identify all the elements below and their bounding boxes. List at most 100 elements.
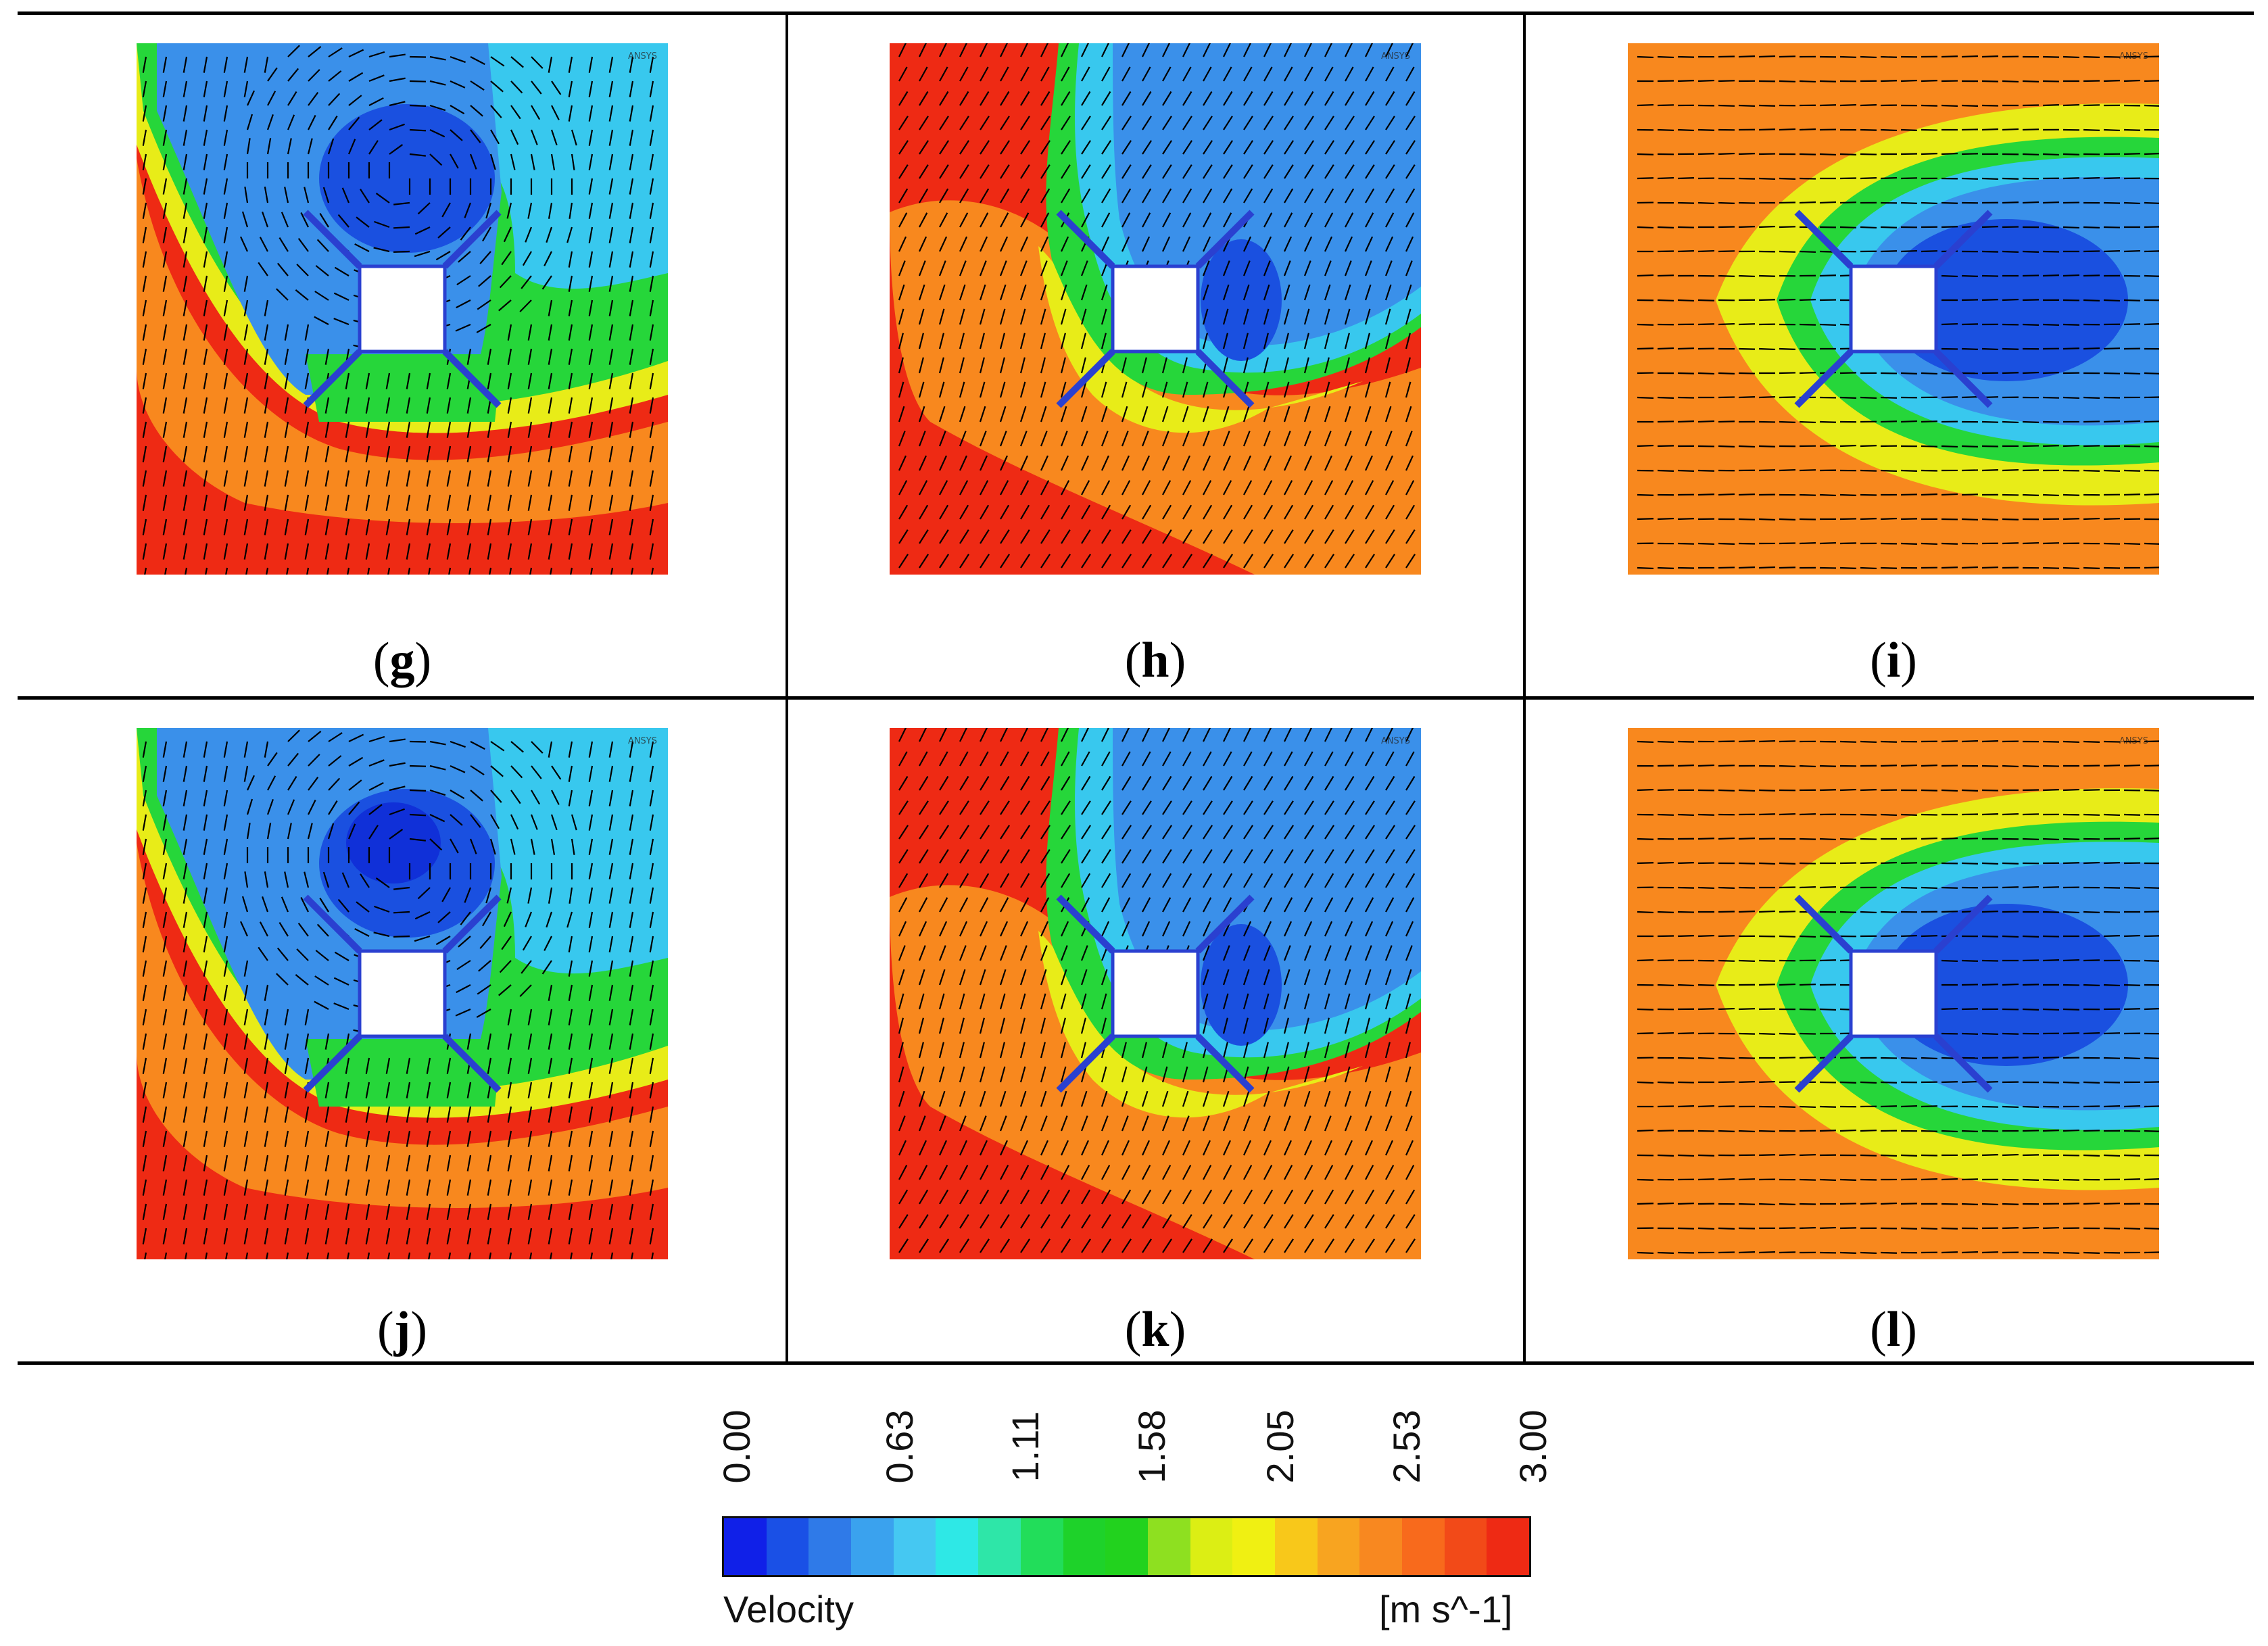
velocity-arrow — [203, 105, 208, 122]
velocity-arrow — [1405, 333, 1411, 349]
velocity-arrow — [1081, 751, 1090, 767]
velocity-arrow — [1981, 445, 1999, 447]
velocity-arrow — [264, 187, 269, 203]
velocity-arrow — [1040, 260, 1048, 276]
velocity-arrow — [1040, 284, 1047, 301]
velocity-arrow — [918, 1140, 927, 1156]
velocity-arrow — [1040, 406, 1047, 422]
velocity-arrow — [1839, 838, 1857, 841]
velocity-arrow — [898, 308, 904, 325]
colorbar-swatch — [851, 1518, 894, 1575]
velocity-arrow — [2083, 299, 2100, 301]
velocity-contour-plot — [1628, 43, 2159, 575]
velocity-arrow — [898, 1189, 909, 1205]
velocity-vectors — [142, 45, 654, 575]
velocity-arrow — [499, 275, 512, 289]
velocity-arrow — [938, 431, 946, 447]
ansys-watermark: ANSYS — [1380, 736, 1410, 746]
velocity-arrow — [1900, 1178, 1918, 1181]
velocity-arrow — [1081, 873, 1091, 888]
velocity-arrow — [1961, 740, 1979, 743]
velocity-panel-i: ANSYS — [1628, 43, 2159, 575]
velocity-arrow — [1284, 140, 1294, 155]
velocity-arrow — [469, 153, 477, 170]
velocity-arrow — [183, 518, 188, 535]
velocity-arrow — [979, 1017, 985, 1034]
velocity-arrow — [1263, 284, 1270, 301]
velocity-arrow — [304, 187, 310, 203]
diffuser-wall — [1933, 210, 1993, 269]
velocity-arrow — [373, 247, 390, 253]
velocity-arrow — [568, 80, 573, 97]
colorbar-swatch — [766, 1518, 809, 1575]
velocity-arrow — [1161, 406, 1169, 422]
velocity-arrow — [568, 56, 573, 73]
velocity-arrow — [437, 226, 451, 239]
velocity-arrow — [1839, 444, 1857, 447]
velocity-arrow — [203, 790, 208, 806]
velocity-arrow — [2083, 80, 2100, 82]
velocity-arrow — [183, 445, 188, 462]
velocity-arrow — [1697, 984, 1715, 986]
velocity-arrow — [608, 863, 614, 879]
velocity-arrow — [1223, 775, 1233, 791]
velocity-arrow — [203, 741, 208, 758]
velocity-arrow — [1384, 308, 1391, 325]
colorbar-swatch — [936, 1518, 979, 1575]
velocity-arrow — [1040, 1066, 1046, 1083]
velocity-arrow — [1081, 1214, 1091, 1229]
velocity-arrow — [2042, 911, 2060, 913]
velocity-arrow — [1222, 260, 1230, 276]
velocity-arrow — [919, 188, 929, 203]
velocity-arrow — [541, 960, 552, 975]
velocity-arrow — [1718, 1227, 1735, 1230]
velocity-arrow — [1263, 308, 1270, 325]
velocity-arrow — [919, 480, 928, 495]
velocity-arrow — [183, 911, 188, 928]
velocity-arrow — [1040, 116, 1051, 130]
velocity-arrow — [918, 284, 925, 301]
velocity-arrow — [1162, 1214, 1172, 1229]
velocity-arrow — [1142, 728, 1151, 742]
velocity-arrow — [629, 1228, 634, 1244]
velocity-arrow — [979, 969, 986, 986]
velocity-arrow — [1121, 381, 1128, 398]
velocity-arrow — [608, 348, 614, 365]
velocity-arrow — [980, 236, 988, 252]
velocity-arrow — [2103, 1032, 2121, 1035]
velocity-arrow — [1324, 775, 1334, 791]
velocity-arrow — [203, 397, 208, 414]
velocity-arrow — [608, 814, 614, 831]
velocity-arrow — [244, 871, 249, 888]
velocity-arrow — [1697, 1057, 1715, 1060]
velocity-arrow — [316, 239, 329, 252]
velocity-arrow — [588, 814, 594, 831]
velocity-arrow — [2042, 226, 2060, 228]
velocity-arrow — [1161, 1066, 1168, 1083]
velocity-arrow — [959, 140, 969, 155]
velocity-arrow — [1019, 308, 1026, 325]
velocity-arrow — [2083, 984, 2100, 986]
velocity-arrow — [1364, 1017, 1370, 1034]
velocity-arrow — [1839, 1057, 1857, 1059]
velocity-arrow — [2002, 886, 2019, 889]
velocity-arrow — [1000, 66, 1009, 82]
velocity-arrow — [1981, 765, 1999, 767]
velocity-arrow — [162, 887, 168, 904]
velocity-arrow — [1284, 529, 1294, 544]
velocity-arrow — [1202, 431, 1210, 447]
velocity-arrow — [938, 260, 946, 276]
velocity-arrow — [223, 1082, 228, 1098]
velocity-arrow — [276, 262, 289, 276]
velocity-arrow — [1019, 357, 1026, 374]
velocity-arrow — [1364, 969, 1372, 986]
velocity-arrow — [162, 494, 168, 511]
velocity-arrow — [1961, 104, 1979, 107]
velocity-arrow — [519, 984, 532, 997]
velocity-arrow — [2062, 1129, 2080, 1132]
velocity-arrow — [980, 66, 989, 82]
velocity-arrow — [1304, 164, 1314, 179]
velocity-arrow — [487, 470, 492, 487]
velocity-arrow — [446, 1155, 452, 1171]
velocity-arrow — [406, 1057, 411, 1074]
